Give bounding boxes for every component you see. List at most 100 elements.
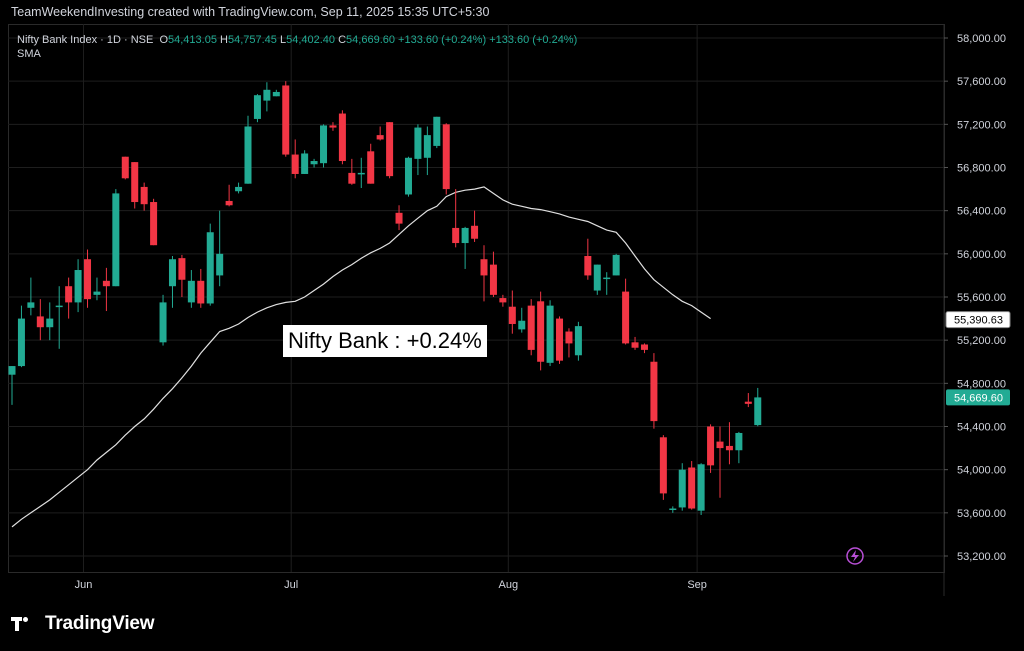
candle-body [159, 302, 167, 343]
candle-body [235, 186, 243, 192]
candle-body [404, 157, 412, 195]
legend-open-label: O [159, 34, 169, 46]
candle-body [357, 172, 365, 175]
candle-body [131, 162, 139, 203]
candle-body [735, 432, 743, 451]
candle-body [622, 291, 630, 344]
legend-change: +133.60 (+0.24%) [398, 34, 487, 46]
tradingview-logo[interactable]: TradingView [11, 612, 155, 636]
candle-body [253, 95, 261, 119]
candle-body [395, 212, 403, 224]
y-tick-label: 55,200.00 [957, 335, 1006, 347]
candle-body [461, 227, 469, 244]
legend-high-value: 54,757.45 [227, 34, 277, 46]
candle-body [150, 202, 158, 246]
legend-high-label: H [220, 34, 228, 46]
candle-body [659, 437, 667, 494]
candle-body [178, 258, 186, 280]
candle-body [84, 259, 92, 300]
candle-body [282, 85, 290, 155]
candle-body [301, 153, 309, 174]
candle-body [55, 305, 63, 308]
candle-body [527, 305, 535, 350]
candle-body [414, 127, 422, 159]
candle-body [244, 126, 252, 184]
candle-body [112, 193, 120, 287]
y-tick-label: 55,600.00 [957, 292, 1006, 304]
candle-body [603, 277, 611, 280]
candle-body [272, 91, 280, 97]
y-tick-label: 53,600.00 [957, 508, 1006, 520]
legend-close-value: 54,669.60 [346, 34, 395, 46]
candle-body [508, 306, 516, 324]
legend-close-label: C [338, 34, 347, 46]
candle-body [489, 264, 497, 295]
y-tick-label: 57,200.00 [957, 119, 1006, 131]
attribution-text: TeamWeekendInvesting created with Tradin… [11, 5, 490, 19]
candle-body [688, 467, 696, 509]
candle-body [754, 397, 762, 426]
plot-border [8, 24, 945, 573]
candle-body [499, 298, 507, 303]
candle-body [376, 135, 384, 140]
candle-body [216, 253, 224, 276]
candle-body [27, 302, 35, 308]
candle-body [518, 320, 526, 330]
x-tick-label: Jul [284, 579, 298, 591]
candle-body [386, 122, 394, 177]
legend-low-value: 54,402.40 [286, 34, 336, 46]
x-tick-label: Sep [687, 579, 707, 591]
candle-body [187, 280, 195, 303]
candle-body [74, 270, 82, 303]
candle-body [423, 135, 431, 158]
sma-price-label: 55,390.63 [954, 315, 1003, 327]
alert-lightning-icon[interactable] [846, 547, 864, 565]
candle-body [650, 361, 658, 422]
candle-body [725, 445, 733, 451]
x-tick-label: Aug [499, 579, 519, 591]
candlestick-chart[interactable]: 53,200.00 53,600.00 54,000.00 54,400.00 54,8… [0, 24, 1024, 596]
y-tick-label: 58,000.00 [957, 33, 1006, 45]
candle-body [452, 227, 460, 244]
candle-body [584, 255, 592, 276]
y-tick-label: 54,000.00 [957, 465, 1006, 477]
legend-indicator-sma[interactable]: SMA [17, 48, 41, 60]
candle-body [140, 186, 148, 205]
attribution-bar: TeamWeekendInvesting created with Tradin… [0, 0, 1024, 24]
y-tick-label: 57,600.00 [957, 76, 1006, 88]
candle-body [17, 318, 25, 367]
candle-body [442, 124, 450, 190]
candle-body [433, 116, 441, 146]
candle-body [348, 172, 356, 184]
y-tick-label: 54,800.00 [957, 378, 1006, 390]
lightning-glyph-icon [851, 550, 859, 562]
chart-area[interactable]: 53,200.00 53,600.00 54,000.00 54,400.00 54,8… [0, 24, 1024, 596]
candle-body [537, 301, 545, 362]
candle-body [65, 286, 73, 303]
last-price-label: 54,669.60 [954, 392, 1003, 404]
candle-body [225, 200, 233, 206]
legend-symbol: Nifty Bank Index · 1D · NSE [17, 34, 154, 46]
candle-body [546, 305, 554, 363]
last-price-label-bg [946, 389, 1010, 406]
candle-body [291, 154, 299, 174]
x-tick-label: Jun [75, 579, 93, 591]
legend-change-2: +133.60 (+0.24%) [489, 34, 578, 46]
candle-body [168, 259, 176, 287]
candle-body [46, 318, 54, 328]
candle-body [93, 291, 101, 295]
candle-body [263, 89, 271, 101]
y-tick-label: 53,200.00 [957, 551, 1006, 563]
candle-body [480, 259, 488, 276]
legend-open-value: 54,413.05 [168, 34, 217, 46]
candle-body [197, 280, 205, 304]
candle-body [320, 125, 328, 164]
candle-body [707, 426, 715, 466]
candle-body [631, 342, 639, 348]
chart-annotation: Nifty Bank : +0.24% [283, 325, 487, 357]
candle-body [574, 326, 582, 356]
candle-body [329, 125, 337, 128]
candle-body [678, 469, 686, 508]
candle-body [206, 232, 214, 304]
sma-price-label-bg [945, 311, 1011, 329]
